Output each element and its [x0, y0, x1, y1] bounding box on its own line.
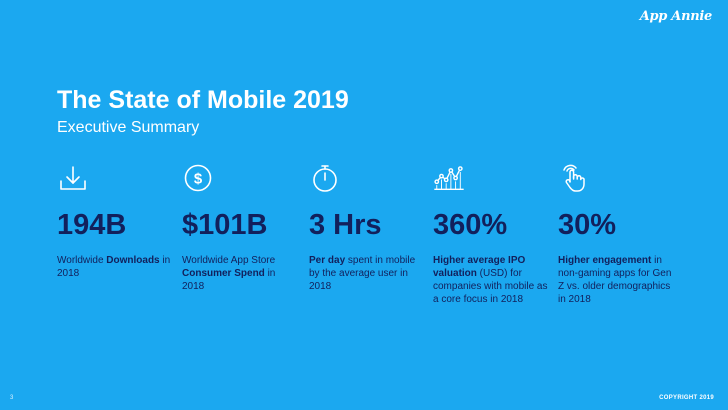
download-icon	[57, 162, 89, 194]
stat-description: Per day spent in mobile by the average u…	[309, 255, 416, 292]
slide-subtitle: Executive Summary	[57, 119, 200, 136]
stat-description: Higher engagement in non-gaming apps for…	[558, 255, 672, 305]
stat-description: Worldwide App Store Consumer Spend in 20…	[182, 255, 276, 292]
stat-value: $101B	[182, 209, 268, 241]
dollar-icon: $	[182, 162, 214, 194]
stat-value: 194B	[57, 209, 127, 241]
slide-title: The State of Mobile 2019	[57, 86, 349, 114]
line-chart-icon	[433, 162, 465, 194]
stat-description: Higher average IPO valuation (USD) for c…	[433, 255, 548, 305]
stat-value: 3 Hrs	[309, 209, 382, 241]
stat-value: 360%	[433, 209, 508, 241]
stat-consumer-spend: $ $101B Worldwide App Store Consumer Spe…	[182, 162, 300, 293]
copyright-notice: COPYRIGHT 2019	[659, 395, 714, 401]
page-number: 3	[10, 395, 14, 401]
stat-downloads: 194B Worldwide Downloads in 2018	[57, 162, 175, 280]
stat-engagement: 30% Higher engagement in non-gaming apps…	[558, 162, 676, 306]
stat-time-spent: 3 Hrs Per day spent in mobile by the ave…	[309, 162, 427, 293]
stat-value: 30%	[558, 209, 617, 241]
stopwatch-icon	[309, 162, 341, 194]
touch-icon	[558, 162, 590, 194]
app-annie-logo: App Annie	[639, 9, 713, 24]
stat-description: Worldwide Downloads in 2018	[57, 255, 171, 279]
svg-text:$: $	[194, 171, 203, 188]
stat-ipo-valuation: 360% Higher average IPO valuation (USD) …	[433, 162, 551, 306]
